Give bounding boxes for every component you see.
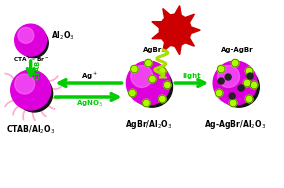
Circle shape <box>129 89 136 97</box>
Circle shape <box>238 85 244 91</box>
Circle shape <box>217 65 225 73</box>
Polygon shape <box>191 27 200 33</box>
Polygon shape <box>185 38 194 46</box>
Text: Ag$^+$: Ag$^+$ <box>81 70 98 82</box>
Text: light: light <box>182 73 201 79</box>
Circle shape <box>158 95 166 103</box>
Text: CTAB: CTAB <box>35 60 41 80</box>
Circle shape <box>18 27 34 43</box>
Polygon shape <box>163 9 170 18</box>
Text: Al$_2$O$_3$: Al$_2$O$_3$ <box>51 30 74 42</box>
Circle shape <box>243 79 251 87</box>
Circle shape <box>231 59 239 67</box>
Circle shape <box>245 67 253 75</box>
Circle shape <box>218 65 239 87</box>
Circle shape <box>149 75 156 83</box>
Polygon shape <box>175 6 181 15</box>
Circle shape <box>229 99 237 107</box>
Polygon shape <box>175 45 181 55</box>
Circle shape <box>225 74 231 80</box>
Circle shape <box>143 99 150 107</box>
Circle shape <box>19 28 48 58</box>
Circle shape <box>218 78 224 84</box>
Circle shape <box>250 81 258 89</box>
Circle shape <box>131 65 138 73</box>
Circle shape <box>15 24 47 56</box>
Text: AgNO$_3$: AgNO$_3$ <box>76 99 103 109</box>
Circle shape <box>132 67 172 107</box>
Text: AgBr: AgBr <box>143 47 162 53</box>
Polygon shape <box>185 14 194 23</box>
Circle shape <box>126 61 170 105</box>
Circle shape <box>213 61 257 105</box>
Circle shape <box>247 73 253 79</box>
Polygon shape <box>152 32 162 39</box>
Text: AgBr/Al$_2$O$_3$: AgBr/Al$_2$O$_3$ <box>125 118 172 131</box>
Circle shape <box>159 14 191 46</box>
Circle shape <box>11 70 51 110</box>
Circle shape <box>145 59 152 67</box>
Circle shape <box>245 95 253 103</box>
Circle shape <box>229 93 235 99</box>
Circle shape <box>164 81 171 89</box>
Polygon shape <box>163 42 170 52</box>
Circle shape <box>131 65 153 87</box>
Circle shape <box>16 75 53 112</box>
Circle shape <box>215 89 223 97</box>
Circle shape <box>219 67 259 107</box>
Polygon shape <box>152 22 162 28</box>
Text: Ag-AgBr: Ag-AgBr <box>221 47 253 53</box>
Circle shape <box>158 67 166 75</box>
Circle shape <box>15 74 35 94</box>
Text: Ag-AgBr/Al$_2$O$_3$: Ag-AgBr/Al$_2$O$_3$ <box>204 118 266 131</box>
Text: CTAB/Al$_2$O$_3$: CTAB/Al$_2$O$_3$ <box>6 124 55 136</box>
Text: CTA$^+$– Br$^-$: CTA$^+$– Br$^-$ <box>13 55 49 64</box>
